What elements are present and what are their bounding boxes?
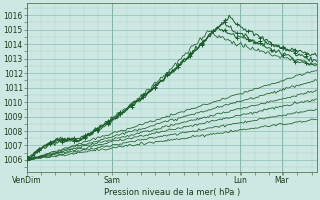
X-axis label: Pression niveau de la mer( hPa ): Pression niveau de la mer( hPa ) xyxy=(104,188,240,197)
